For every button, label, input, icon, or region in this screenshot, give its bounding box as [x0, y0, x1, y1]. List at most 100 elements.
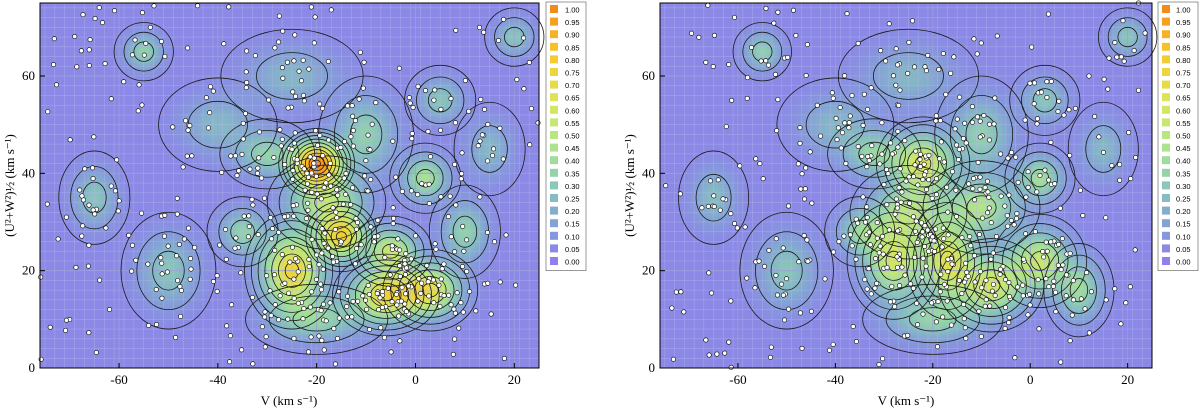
star-marker [375, 217, 381, 223]
star-marker [881, 182, 887, 188]
star-marker [164, 269, 170, 275]
star-marker [358, 242, 364, 248]
star-marker [1059, 236, 1065, 242]
star-marker [726, 339, 732, 345]
star-marker [477, 138, 483, 144]
star-marker [256, 155, 262, 161]
star-marker [707, 178, 713, 184]
star-marker [1112, 286, 1118, 292]
star-marker [93, 349, 99, 355]
star-marker [1006, 320, 1012, 326]
star-marker [301, 166, 307, 172]
star-marker [350, 185, 356, 191]
star-marker [949, 169, 955, 175]
colorbar-swatch [550, 68, 558, 76]
star-marker [431, 97, 437, 103]
contour-line [837, 28, 979, 124]
star-marker [1022, 117, 1028, 123]
star-marker [352, 261, 358, 267]
star-marker [416, 276, 422, 282]
star-marker [279, 136, 285, 142]
star-marker [461, 248, 467, 254]
star-marker [1021, 256, 1027, 262]
colorbar-swatch [550, 181, 558, 190]
star-marker [427, 154, 433, 160]
star-marker [703, 337, 709, 343]
star-marker [438, 127, 444, 133]
star-marker [249, 294, 255, 300]
star-marker [940, 225, 946, 231]
star-marker [932, 248, 938, 254]
contour-line [452, 215, 478, 248]
star-marker [479, 132, 485, 138]
star-marker [910, 214, 916, 220]
star-marker [1044, 248, 1050, 254]
star-marker [949, 261, 955, 267]
star-marker [905, 332, 911, 338]
star-marker [323, 318, 329, 324]
star-marker [255, 165, 261, 171]
star-marker [781, 317, 787, 323]
contour-line [278, 253, 306, 288]
star-marker [459, 171, 465, 177]
star-marker [780, 292, 786, 298]
star-marker [866, 158, 872, 164]
star-marker [341, 175, 347, 181]
star-marker [757, 161, 763, 167]
star-marker [267, 288, 273, 294]
star-marker [350, 113, 356, 119]
star-marker [990, 281, 996, 287]
star-marker [90, 176, 96, 182]
star-marker [232, 153, 238, 159]
contour-line [310, 206, 373, 268]
contour-line [891, 132, 955, 196]
star-marker [968, 243, 974, 249]
star-marker [181, 236, 187, 242]
colorbar-label: 0.60 [565, 106, 580, 115]
star-marker [290, 176, 296, 182]
colorbar-swatch [550, 231, 558, 240]
star-marker [855, 40, 861, 46]
star-marker [460, 223, 466, 229]
star-marker [933, 319, 939, 325]
star-marker [945, 209, 951, 215]
star-marker [903, 178, 909, 184]
colorbar-label: 0.55 [1176, 119, 1191, 128]
star-marker [923, 263, 929, 269]
star-marker [1037, 173, 1043, 179]
star-marker [305, 349, 311, 355]
star-marker [1009, 149, 1015, 155]
colorbar-label: 0.15 [565, 220, 580, 229]
contour-line [123, 31, 164, 72]
star-marker [314, 252, 320, 258]
star-marker [291, 140, 297, 146]
star-marker [878, 48, 884, 54]
star-marker [303, 216, 309, 222]
star-marker [1123, 300, 1129, 306]
star-marker [402, 301, 408, 307]
star-marker [745, 75, 751, 81]
star-marker [924, 187, 930, 193]
star-marker [423, 88, 429, 94]
star-marker [963, 335, 969, 341]
contour-line [244, 211, 340, 330]
star-marker [961, 316, 967, 322]
star-marker [920, 255, 926, 261]
star-marker [879, 151, 885, 157]
star-marker [86, 202, 92, 208]
star-marker [305, 207, 311, 213]
star-marker [1067, 338, 1073, 344]
star-marker [766, 62, 772, 68]
star-marker [728, 298, 734, 304]
star-marker [187, 123, 193, 129]
star-marker [441, 261, 447, 267]
star-marker [941, 236, 947, 242]
star-marker [448, 234, 454, 240]
star-marker [285, 316, 291, 322]
star-marker [77, 187, 83, 193]
star-marker [799, 171, 805, 177]
star-marker [426, 201, 432, 207]
star-marker [850, 323, 856, 329]
star-marker [744, 95, 750, 101]
